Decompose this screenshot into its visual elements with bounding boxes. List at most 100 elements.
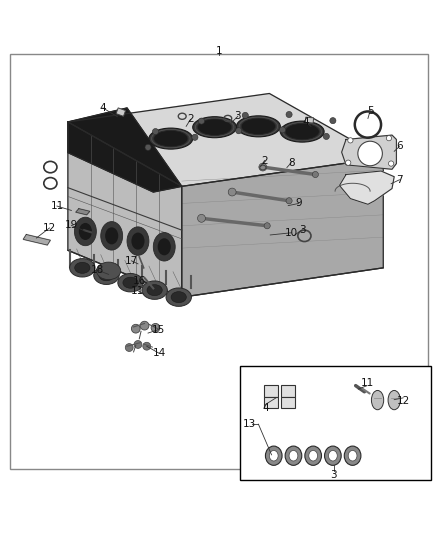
Ellipse shape <box>371 391 384 410</box>
Circle shape <box>358 141 382 166</box>
Ellipse shape <box>289 450 298 461</box>
Polygon shape <box>68 122 182 297</box>
Ellipse shape <box>96 262 120 280</box>
Ellipse shape <box>75 262 90 273</box>
Ellipse shape <box>166 288 191 306</box>
Circle shape <box>143 342 151 350</box>
Ellipse shape <box>142 281 167 300</box>
Text: 18: 18 <box>91 265 104 275</box>
Bar <box>281 385 295 397</box>
Text: 19: 19 <box>65 220 78 230</box>
Circle shape <box>125 344 133 351</box>
Ellipse shape <box>309 450 318 461</box>
Ellipse shape <box>193 117 237 138</box>
Text: 11: 11 <box>360 378 374 388</box>
Circle shape <box>236 128 242 134</box>
Polygon shape <box>342 135 396 169</box>
Bar <box>305 117 314 123</box>
Polygon shape <box>68 108 182 192</box>
Ellipse shape <box>149 128 193 149</box>
Circle shape <box>151 324 160 332</box>
Circle shape <box>242 112 248 118</box>
Text: 1: 1 <box>215 45 223 55</box>
Ellipse shape <box>105 227 118 245</box>
Text: 3: 3 <box>234 111 241 122</box>
Text: 12: 12 <box>43 223 56 233</box>
Text: 2: 2 <box>261 156 268 166</box>
Polygon shape <box>182 158 383 297</box>
Ellipse shape <box>285 124 319 140</box>
Ellipse shape <box>123 277 138 288</box>
Ellipse shape <box>153 232 175 261</box>
Circle shape <box>389 161 394 166</box>
Circle shape <box>286 111 292 118</box>
Bar <box>116 108 126 116</box>
Text: 9: 9 <box>295 198 302 208</box>
Circle shape <box>330 118 336 124</box>
Circle shape <box>264 223 270 229</box>
Text: 6: 6 <box>396 141 403 151</box>
Polygon shape <box>68 93 383 187</box>
Bar <box>240 366 431 480</box>
Circle shape <box>348 138 353 143</box>
Ellipse shape <box>388 391 400 410</box>
Circle shape <box>323 133 329 140</box>
Ellipse shape <box>158 238 171 255</box>
Ellipse shape <box>154 131 188 147</box>
Polygon shape <box>339 171 394 204</box>
Text: 4: 4 <box>99 103 106 113</box>
Ellipse shape <box>99 270 114 281</box>
Circle shape <box>348 142 354 148</box>
Text: 4: 4 <box>302 117 309 127</box>
Ellipse shape <box>79 223 92 240</box>
Ellipse shape <box>118 273 143 292</box>
Circle shape <box>279 127 286 133</box>
Text: 16: 16 <box>133 276 146 286</box>
Circle shape <box>145 144 151 150</box>
Text: 14: 14 <box>152 348 166 358</box>
Ellipse shape <box>74 217 96 246</box>
Circle shape <box>312 172 318 177</box>
Text: 11: 11 <box>50 201 64 211</box>
Ellipse shape <box>344 446 361 465</box>
Text: 5: 5 <box>367 106 374 116</box>
Polygon shape <box>23 235 50 245</box>
Text: 8: 8 <box>288 158 295 168</box>
Ellipse shape <box>305 446 321 465</box>
Text: 3: 3 <box>299 225 306 235</box>
Ellipse shape <box>285 446 302 465</box>
Ellipse shape <box>280 121 324 142</box>
Circle shape <box>192 134 198 140</box>
Circle shape <box>346 160 351 165</box>
Text: 12: 12 <box>396 395 410 406</box>
Bar <box>264 385 278 397</box>
Circle shape <box>134 341 142 349</box>
Circle shape <box>386 135 392 141</box>
Polygon shape <box>76 209 90 215</box>
Text: 7: 7 <box>396 175 403 185</box>
Ellipse shape <box>70 259 95 277</box>
Text: 4: 4 <box>262 402 269 413</box>
Text: 17: 17 <box>125 256 138 266</box>
Circle shape <box>131 324 140 333</box>
Ellipse shape <box>198 119 232 135</box>
Text: 11: 11 <box>131 286 144 296</box>
Circle shape <box>140 321 149 330</box>
Ellipse shape <box>237 116 280 137</box>
Ellipse shape <box>241 118 276 134</box>
Ellipse shape <box>325 446 341 465</box>
Circle shape <box>198 118 205 124</box>
Text: 13: 13 <box>243 419 256 429</box>
Bar <box>281 397 295 408</box>
Ellipse shape <box>127 227 149 255</box>
Text: 10: 10 <box>285 228 298 238</box>
Ellipse shape <box>265 446 282 465</box>
Text: 15: 15 <box>152 325 165 335</box>
Ellipse shape <box>171 292 186 303</box>
Text: 2: 2 <box>187 115 194 124</box>
Ellipse shape <box>94 266 119 285</box>
Circle shape <box>286 198 292 204</box>
Ellipse shape <box>348 450 357 461</box>
Circle shape <box>198 214 205 222</box>
Circle shape <box>228 188 236 196</box>
